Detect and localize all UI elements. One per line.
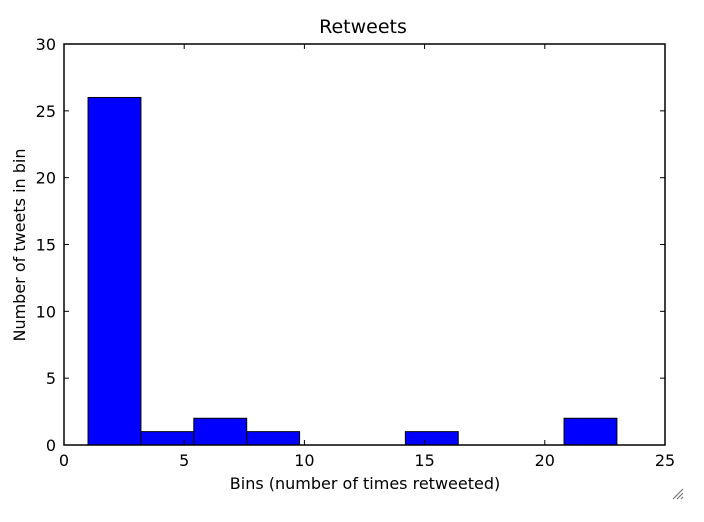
x-tick-label-20: 20 <box>535 451 555 470</box>
x-tick-label-15: 15 <box>414 451 434 470</box>
histogram-bar-6 <box>404 431 459 446</box>
y-tick-label-20: 20 <box>36 169 56 188</box>
histogram-bar-2 <box>193 417 248 446</box>
histogram-bar-3 <box>246 431 301 446</box>
y-tick-label-0: 0 <box>46 436 56 455</box>
resize-grip-icon[interactable] <box>670 486 684 500</box>
histogram-bar-0 <box>87 96 142 446</box>
y-tick-label-5: 5 <box>46 369 56 388</box>
x-tick-label-5: 5 <box>179 451 189 470</box>
x-tick-label-25: 25 <box>655 451 675 470</box>
y-tick-label-30: 30 <box>36 35 56 54</box>
x-tick-label-10: 10 <box>294 451 314 470</box>
y-tick-label-10: 10 <box>36 302 56 321</box>
x-tick-label-0: 0 <box>59 451 69 470</box>
chart-title: Retweets <box>319 16 407 38</box>
bars-group <box>87 96 618 446</box>
y-axis-label: Number of tweets in bin <box>10 148 29 341</box>
y-tick-label-15: 15 <box>36 236 56 255</box>
y-tick-label-25: 25 <box>36 102 56 121</box>
histogram-bar-9 <box>563 417 618 446</box>
plot-area-frame <box>63 43 666 446</box>
histogram-bar-1 <box>140 431 195 446</box>
axis-ticks-group: 0 5 10 15 20 25 0 5 10 15 20 25 30 <box>36 35 676 470</box>
x-axis-label: Bins (number of times retweeted) <box>230 474 500 493</box>
